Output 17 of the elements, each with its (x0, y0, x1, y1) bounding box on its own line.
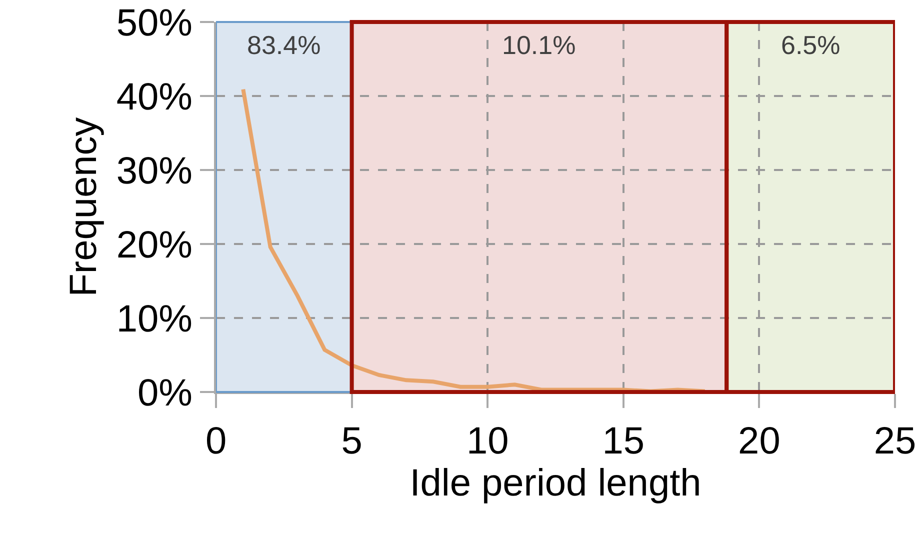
y-tick-label: 30% (116, 150, 192, 192)
band-label: 10.1% (502, 30, 576, 60)
y-tick-label: 50% (116, 2, 192, 44)
x-tick-label: 15 (602, 420, 645, 463)
x-tick-label: 20 (738, 420, 780, 463)
y-tick-label: 40% (116, 76, 192, 118)
x-tick-label: 10 (466, 420, 509, 463)
x-axis-title: Idle period length (410, 462, 702, 505)
x-tick-label: 25 (874, 420, 916, 463)
y-axis-title: Frequency (63, 117, 106, 297)
band-label: 83.4% (247, 30, 321, 60)
band-label: 6.5% (781, 30, 840, 60)
x-tick-label: 5 (341, 420, 362, 463)
x-tick-label: 0 (205, 420, 227, 463)
y-tick-label: 0% (137, 372, 192, 414)
y-tick-label: 20% (116, 224, 192, 266)
y-tick-label: 10% (116, 298, 192, 340)
